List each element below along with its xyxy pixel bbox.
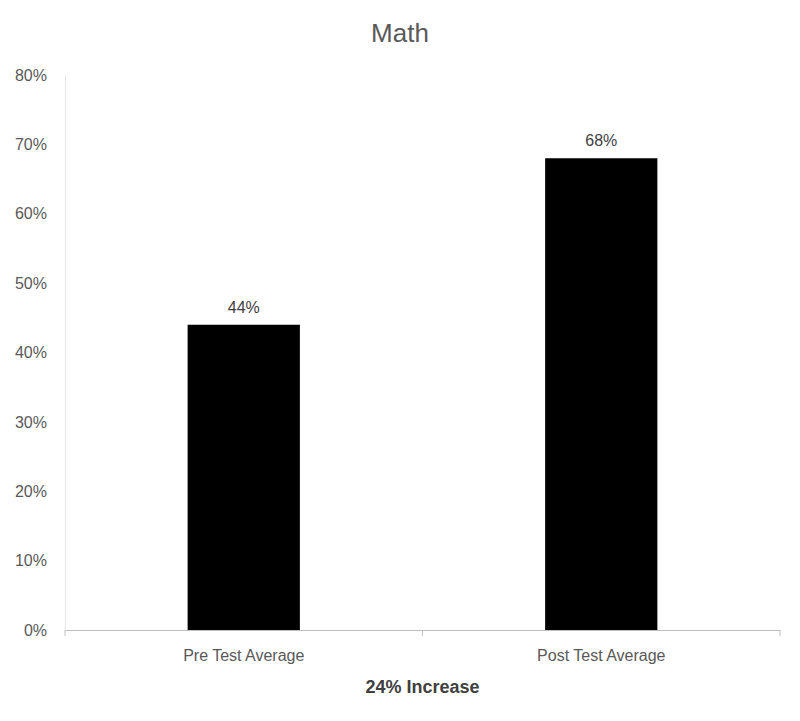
y-tick: 20%: [15, 483, 65, 500]
y-tick-label: 10%: [15, 552, 47, 569]
x-tick: Post Test Average: [537, 647, 665, 664]
title: Math: [371, 18, 429, 48]
x-axis: Pre Test Average Post Test Average: [65, 630, 781, 664]
y-tick: 50%: [15, 275, 65, 292]
y-axis: 0% 10% 20% 30% 40% 50% 60% 70% 80%: [15, 67, 66, 639]
data-label: 44%: [228, 299, 260, 316]
y-tick-label: 40%: [15, 344, 47, 361]
y-tick: 10%: [15, 552, 65, 569]
y-tick-label: 30%: [15, 413, 47, 430]
data-label: 68%: [585, 132, 617, 149]
y-tick: 70%: [15, 136, 65, 153]
y-tick-label: 0%: [24, 622, 47, 639]
plot: 0% 10% 20% 30% 40% 50% 60% 70% 80% Pre Test Avera…: [15, 67, 781, 665]
category-separator: [65, 630, 66, 636]
x-axis-title: 24% Increase: [365, 677, 479, 697]
category-separator: [422, 630, 423, 636]
y-tick-label: 50%: [15, 275, 47, 292]
data-labels: 44% 68%: [228, 132, 618, 316]
bar: [545, 158, 657, 630]
x-tick-label: Post Test Average: [537, 647, 665, 664]
y-tick: 30%: [15, 413, 65, 430]
x-tick: Pre Test Average: [183, 647, 304, 664]
y-tick-label: 20%: [15, 483, 47, 500]
bar: [188, 325, 300, 630]
y-axis-line: [65, 76, 66, 631]
y-tick: 80%: [15, 67, 65, 84]
y-tick: 0%: [24, 622, 65, 639]
x-tick-label: Pre Test Average: [183, 647, 304, 664]
y-tick-label: 70%: [15, 136, 47, 153]
y-tick-label: 60%: [15, 205, 47, 222]
y-tick: 40%: [15, 344, 65, 361]
y-tick: 60%: [15, 205, 65, 222]
chart: Math 0% 10% 20% 30% 40% 50% 60% 70% 80% Pre Test A…: [0, 0, 800, 721]
category-separator: [780, 630, 781, 636]
y-tick-label: 80%: [15, 67, 47, 84]
bars: [188, 158, 658, 630]
